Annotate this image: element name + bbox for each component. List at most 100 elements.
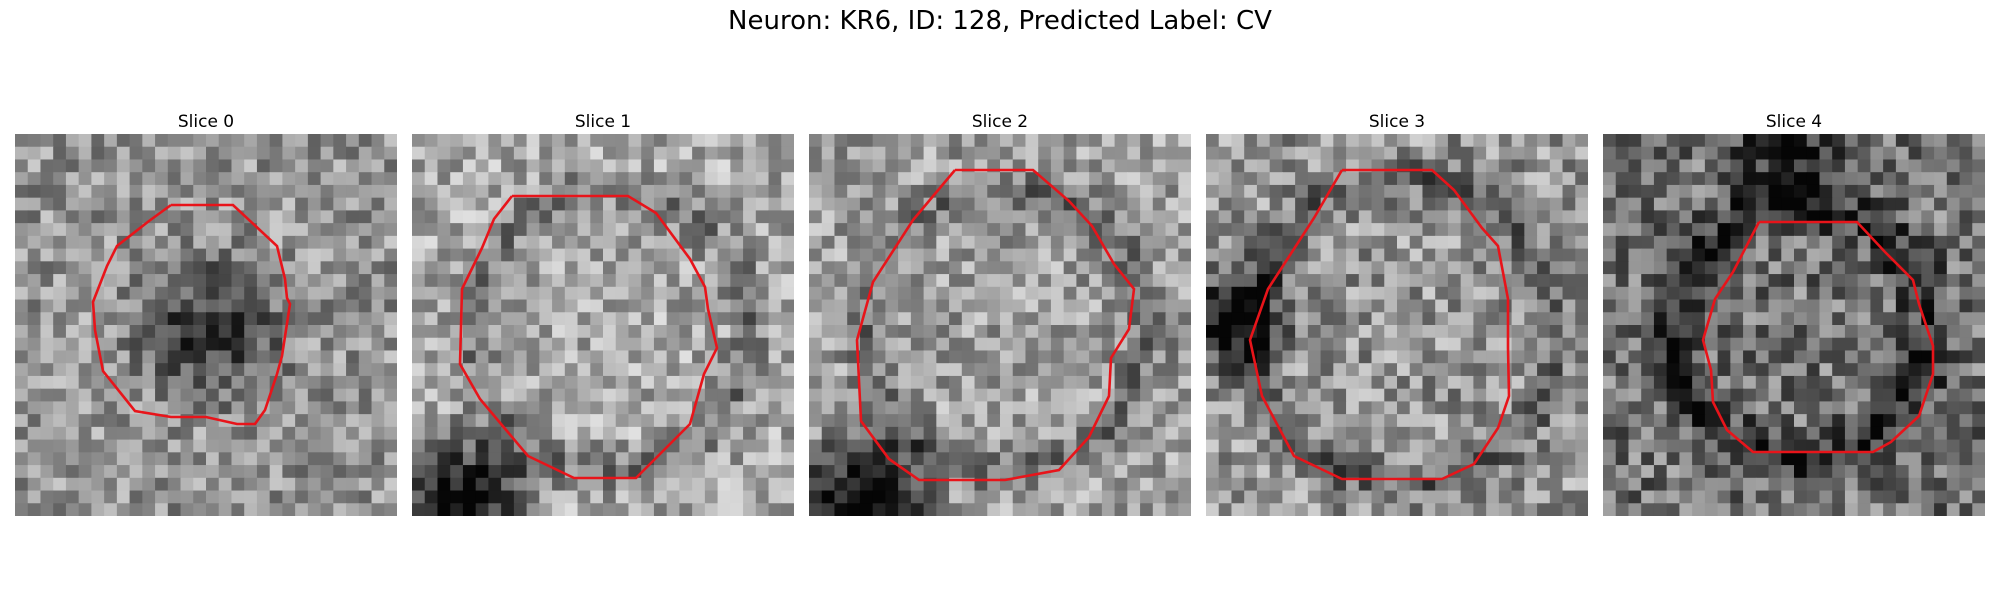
pixel (834, 337, 848, 352)
pixel (1870, 503, 1884, 516)
pixel (78, 439, 92, 453)
pixel (1295, 426, 1309, 441)
pixel (129, 363, 143, 377)
pixel (1346, 490, 1360, 504)
pixel (898, 439, 912, 453)
pixel (1819, 172, 1833, 186)
pixel (1050, 159, 1065, 173)
pixel (949, 248, 963, 262)
pixel (768, 503, 782, 516)
pixel (552, 350, 566, 364)
pixel (1844, 299, 1859, 313)
pixel (1076, 350, 1090, 364)
pixel (1140, 325, 1154, 339)
pixel (1358, 223, 1373, 237)
pixel (167, 439, 182, 453)
pixel (412, 261, 426, 275)
pixel (167, 235, 182, 250)
pixel (679, 261, 693, 275)
pixel (898, 197, 912, 211)
pixel (628, 134, 642, 148)
pixel (1025, 210, 1039, 224)
pixel (1832, 388, 1846, 402)
pixel (1012, 490, 1027, 504)
pixel (1549, 172, 1564, 186)
pixel (1486, 414, 1500, 428)
pixel (424, 388, 439, 402)
pixel (65, 299, 80, 313)
pixel (1717, 426, 1731, 441)
pixel (1679, 439, 1693, 453)
pixel (615, 312, 630, 326)
pixel (501, 286, 515, 301)
pixel (1641, 325, 1655, 339)
pixel (755, 210, 770, 224)
grayscale-pixels (15, 134, 397, 516)
pixel (1755, 134, 1770, 148)
pixel (231, 439, 245, 453)
pixel (384, 375, 397, 390)
pixel (1768, 401, 1782, 415)
pixel (936, 210, 950, 224)
pixel (142, 134, 156, 148)
pixel (1127, 477, 1141, 492)
pixel (1218, 223, 1233, 237)
pixel (256, 350, 271, 364)
pixel (1025, 388, 1039, 402)
pixel (307, 350, 322, 364)
pixel (142, 235, 156, 250)
pixel (1832, 350, 1846, 364)
pixel (1781, 197, 1795, 211)
pixel (91, 223, 105, 237)
pixel (1076, 197, 1090, 211)
pixel (244, 184, 258, 199)
pixel (475, 274, 489, 288)
pixel (1832, 312, 1846, 326)
pixel (1832, 414, 1846, 428)
pixel (1000, 350, 1014, 364)
pixel (949, 350, 963, 364)
pixel (526, 465, 540, 479)
pixel (475, 325, 489, 339)
pixel (142, 388, 156, 402)
pixel (628, 388, 642, 402)
pixel (1781, 248, 1795, 262)
pixel (244, 159, 258, 173)
pixel (1934, 375, 1948, 390)
pixel (1473, 375, 1487, 390)
pixel (1628, 388, 1642, 402)
pixel (717, 490, 731, 504)
pixel (1114, 223, 1128, 237)
pixel (1934, 439, 1948, 453)
pixel (987, 312, 1001, 326)
pixel (1562, 210, 1576, 224)
pixel (27, 274, 42, 288)
pixel (1050, 134, 1065, 148)
pixel (1498, 248, 1513, 262)
pixel (371, 337, 385, 352)
pixel (1794, 363, 1808, 377)
pixel (1768, 312, 1782, 326)
pixel (1819, 401, 1833, 415)
pixel (1870, 261, 1884, 275)
pixel (1883, 172, 1897, 186)
pixel (1076, 235, 1090, 250)
pixel (603, 299, 617, 313)
pixel (1295, 325, 1309, 339)
pixel (1460, 286, 1474, 301)
pixel (1063, 414, 1077, 428)
pixel (1101, 337, 1116, 352)
pixel (218, 375, 233, 390)
pixel (910, 159, 925, 173)
pixel (628, 465, 642, 479)
pixel (1768, 248, 1782, 262)
pixel (1959, 312, 1973, 326)
pixel (1295, 388, 1309, 402)
pixel (65, 401, 80, 415)
pixel (666, 134, 680, 148)
pixel (885, 426, 899, 441)
pixel (961, 172, 976, 186)
pixel (936, 159, 950, 173)
pixel (78, 274, 92, 288)
pixel (1603, 465, 1617, 479)
